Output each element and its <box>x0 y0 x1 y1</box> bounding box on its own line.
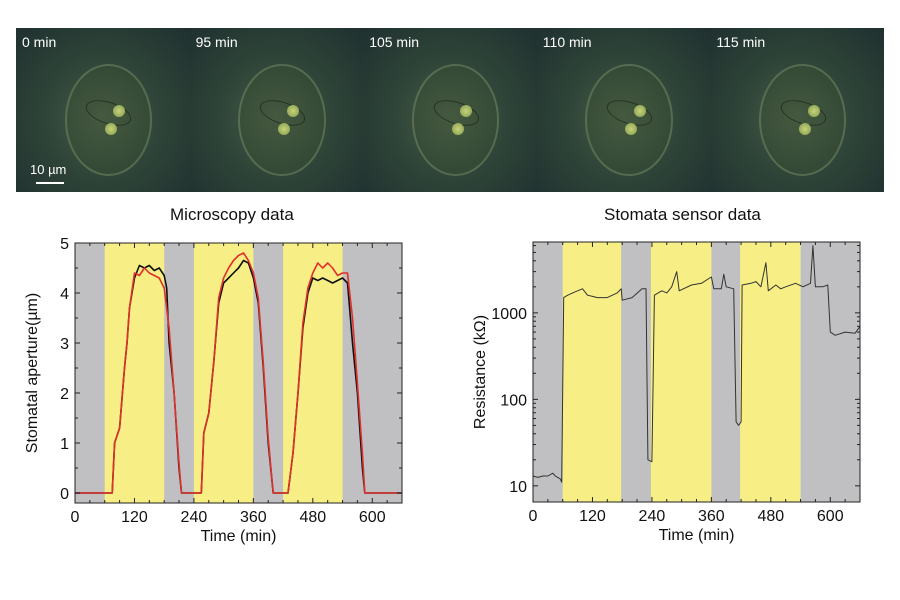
microscopy-image-strip: 0 min 10 µm 95 min 105 min 110 min 115 m… <box>16 28 884 192</box>
y-tick-label: 0 <box>60 486 69 503</box>
panel-time-label: 95 min <box>195 34 238 50</box>
chart-1: 0 120 240 360 480 600 10 100 1000 Time (min) Resis… <box>472 241 861 544</box>
light-period-band <box>283 243 343 503</box>
y-axis-label: Resistance (kΩ) <box>472 315 489 429</box>
x-axis-label: Time (min) <box>201 528 277 545</box>
x-tick-label: 600 <box>817 508 844 525</box>
x-tick-label: 480 <box>757 508 784 525</box>
chart-title-microscopy: Microscopy data <box>170 205 294 224</box>
panel-time-label: 105 min <box>369 34 419 50</box>
microscopy-image-2: 105 min <box>363 28 537 192</box>
panel-time-label: 115 min <box>716 34 766 50</box>
light-period-band <box>740 242 801 502</box>
x-tick-label: 480 <box>299 509 326 526</box>
microscopy-image-0: 0 min 10 µm <box>16 28 190 192</box>
y-tick-label: 10 <box>509 479 527 496</box>
microscopy-image-4: 115 min <box>710 28 884 192</box>
scale-bar <box>36 182 64 184</box>
panel-time-label: 0 min <box>22 34 57 50</box>
data-series-0 <box>75 259 402 494</box>
y-tick-label: 2 <box>60 386 69 403</box>
x-tick-label: 120 <box>121 509 148 526</box>
x-tick-label: 360 <box>240 509 267 526</box>
x-tick-label: 240 <box>639 508 666 525</box>
y-tick-label: 1000 <box>491 306 527 323</box>
chart-title-sensor: Stomata sensor data <box>604 205 761 224</box>
x-tick-label: 0 <box>529 508 538 525</box>
x-axis-label: Time (min) <box>659 527 735 544</box>
microscopy-image-1: 95 min <box>189 28 364 192</box>
light-period-band <box>104 243 165 503</box>
y-tick-label: 1 <box>60 436 69 453</box>
x-tick-label: 120 <box>579 508 606 525</box>
x-tick-label: 0 <box>71 509 80 526</box>
y-tick-label: 5 <box>60 236 69 253</box>
scale-bar-label: 10 µm <box>30 162 67 177</box>
microscopy-image-3: 110 min <box>536 28 711 192</box>
data-series-0 <box>532 245 861 483</box>
data-series-1 <box>75 252 402 494</box>
y-tick-label: 100 <box>500 392 527 409</box>
x-tick-label: 600 <box>359 509 386 526</box>
y-axis-label: Stomatal aperture(µm) <box>24 293 41 453</box>
chart-0: 0 120 240 360 480 600 0 1 2 3 4 5 Time (min) Stomatal… <box>24 236 403 545</box>
light-period-band <box>193 243 254 503</box>
light-period-band <box>650 242 712 502</box>
y-tick-label: 4 <box>60 286 69 303</box>
x-tick-label: 240 <box>181 509 208 526</box>
light-period-band <box>562 242 622 502</box>
x-tick-label: 360 <box>698 508 725 525</box>
y-tick-label: 3 <box>60 336 69 353</box>
panel-time-label: 110 min <box>542 34 592 50</box>
